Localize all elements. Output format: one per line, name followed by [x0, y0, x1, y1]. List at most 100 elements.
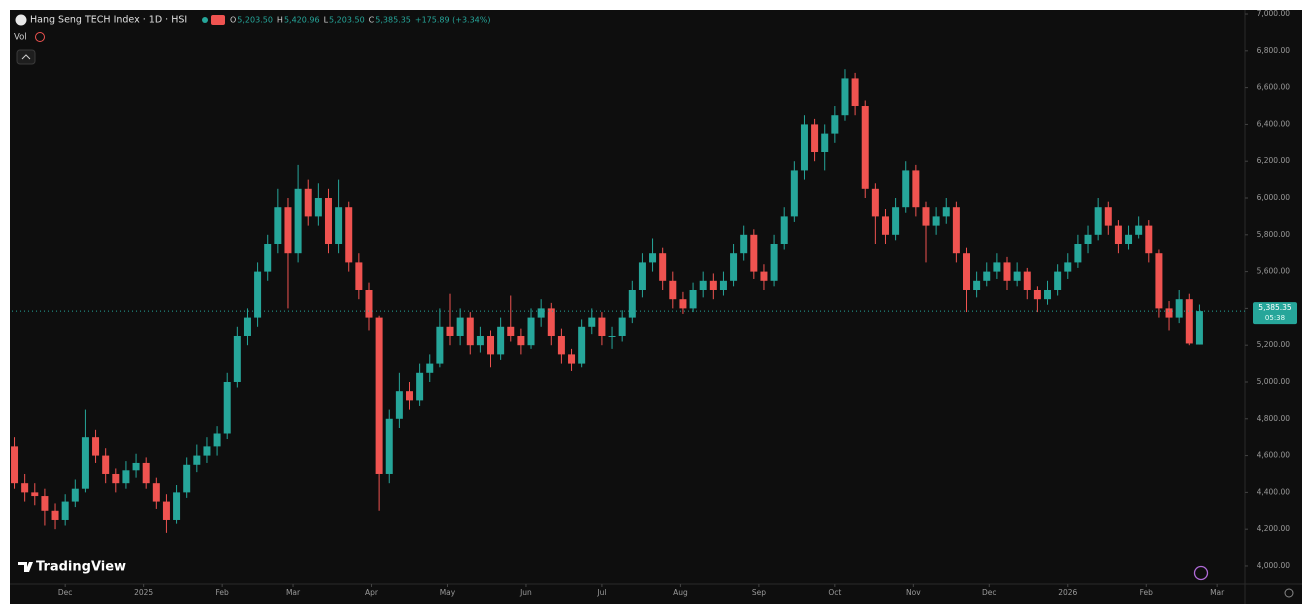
candle-body — [689, 289, 697, 309]
candle-body — [608, 335, 616, 337]
candle-body — [952, 207, 960, 254]
candle-body — [1003, 262, 1011, 281]
candle-body — [780, 216, 788, 245]
last-price-label: 5,385.35 — [1258, 303, 1292, 312]
y-tick-label: 4,200.00 — [1257, 524, 1291, 533]
candle-body — [223, 381, 231, 434]
candle-body — [1054, 271, 1062, 290]
candle-body — [294, 188, 302, 254]
ohlc-key: H — [277, 16, 283, 25]
candle-body — [821, 133, 829, 153]
chart-background — [10, 10, 1302, 604]
candle-body — [102, 455, 110, 474]
candle-body — [81, 437, 89, 489]
ohlc-value: 5,203.50 — [329, 16, 365, 25]
collapse-button[interactable] — [16, 49, 36, 65]
candle-body — [1104, 207, 1112, 226]
candle-body — [31, 492, 39, 497]
x-tick-label: Nov — [906, 588, 921, 597]
candle-body — [405, 391, 413, 401]
candle-body — [537, 308, 545, 318]
ohlc-value: 5,203.50 — [237, 16, 273, 25]
candle-body — [983, 271, 991, 281]
flag-icon[interactable] — [211, 15, 225, 25]
ohlc-values: O 5,203.50 H 5,420.96 L 5,203.50 C 5,385.35 +175… — [230, 16, 490, 25]
candle-body — [1023, 271, 1031, 290]
alert-icon[interactable] — [1193, 565, 1209, 581]
candle-body — [699, 280, 707, 290]
candle-body — [304, 188, 312, 217]
candle-body — [942, 207, 950, 217]
y-tick-label: 7,000.00 — [1257, 9, 1291, 18]
candle-body — [61, 501, 69, 520]
candle-body — [213, 433, 221, 447]
candle-body — [1013, 271, 1021, 281]
candle-body — [21, 483, 29, 493]
candle-body — [11, 446, 19, 484]
candle-body — [1114, 225, 1122, 245]
x-tick-label: Apr — [365, 588, 379, 597]
plot-area — [11, 69, 1203, 533]
x-tick-label: 2025 — [134, 588, 153, 597]
candle-body — [598, 317, 606, 336]
ohlc-value: 5,385.35 — [375, 16, 411, 25]
candle-body — [132, 462, 140, 471]
candle-body — [1044, 289, 1052, 300]
candle-body — [112, 473, 120, 484]
candle-body — [649, 253, 657, 263]
candle-body — [314, 198, 322, 217]
candle-body — [790, 170, 798, 217]
volume-toggle[interactable] — [35, 32, 45, 42]
candle-body — [1064, 262, 1072, 272]
candle-body — [800, 124, 808, 171]
y-tick-label: 4,800.00 — [1257, 414, 1291, 423]
candle-body — [173, 492, 181, 520]
candle-body — [831, 115, 839, 134]
candle-body — [841, 78, 849, 116]
candle-body — [517, 335, 525, 346]
candle-body — [335, 207, 343, 245]
candle-body — [1195, 311, 1203, 345]
candle-body — [527, 317, 535, 346]
candle-body — [669, 280, 677, 300]
candle-body — [1125, 234, 1133, 245]
candle-body — [193, 455, 201, 465]
chart-title: Hang Seng TECH Index · 1D · HSI — [30, 15, 187, 26]
y-tick-label: 6,400.00 — [1257, 119, 1291, 128]
brand-logo — [18, 562, 33, 572]
candle-body — [750, 234, 758, 272]
candle-body — [760, 271, 768, 281]
y-tick-label: 6,000.00 — [1257, 193, 1291, 202]
y-tick-label: 5,000.00 — [1257, 377, 1291, 386]
candle-body — [618, 317, 626, 336]
candle-body — [628, 289, 636, 318]
x-tick-label: 2026 — [1058, 588, 1077, 597]
candle-body — [892, 207, 900, 235]
y-tick-label: 6,200.00 — [1257, 156, 1291, 165]
candle-body — [142, 462, 150, 484]
brand: TradingView — [18, 560, 126, 575]
candle-body — [719, 280, 727, 290]
candle-body — [730, 253, 738, 281]
x-tick-label: Feb — [216, 588, 230, 597]
candle-body — [1094, 207, 1102, 235]
candle-body — [709, 280, 717, 290]
candle-body — [1033, 289, 1041, 300]
y-tick-label: 5,200.00 — [1257, 340, 1291, 349]
candle-body — [122, 470, 130, 484]
candle-body — [264, 244, 272, 272]
candle-body — [932, 216, 940, 226]
candle-body — [568, 354, 576, 364]
candle-body — [1155, 253, 1163, 309]
candle-body — [557, 335, 565, 355]
candle-body — [345, 207, 353, 263]
candle-body — [902, 170, 910, 208]
candle-body — [638, 262, 646, 290]
candle-body — [487, 335, 495, 355]
settings-icon[interactable] — [1284, 588, 1294, 598]
candle-body — [851, 78, 859, 107]
candle-body — [385, 418, 393, 474]
candle-body — [183, 464, 191, 493]
candle-body — [436, 326, 444, 364]
candle-body — [233, 335, 241, 382]
